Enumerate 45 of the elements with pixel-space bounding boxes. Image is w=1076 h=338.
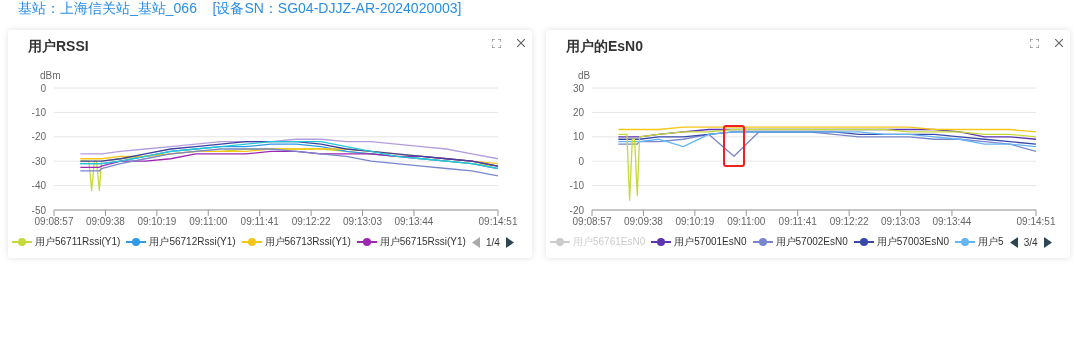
chart-title: 用户RSSI [28, 38, 89, 56]
y-tick-label: 10 [572, 131, 585, 143]
y-tick-label: 0 [578, 155, 585, 167]
chart-title: 用户的EsN0 [566, 38, 644, 56]
x-tick-label: 09:09:38 [85, 216, 126, 228]
text: 1/4 [485, 236, 500, 248]
x-tick-label: 09:14:51 [1016, 216, 1056, 228]
y-tick-label: 30 [572, 82, 585, 94]
x-tick-label: 09:13:03 [881, 216, 921, 228]
y-axis-title: dBm [40, 70, 61, 81]
legend-label: 用户57003EsN0 [875, 235, 950, 249]
x-tick-label: 09:13:44 [394, 216, 434, 228]
legend-label: 用户56712Rssi(Y1) [148, 235, 236, 249]
y-tick-label: -10 [31, 106, 47, 118]
y-tick-label: -20 [569, 204, 585, 216]
x-tick-label: 09:12:22 [829, 216, 870, 228]
legend-label: 用户56715Rssi(Y1) [378, 235, 466, 249]
x-tick-label: 09:10:19 [137, 216, 177, 228]
x-tick-label: 09:11:00 [189, 216, 228, 228]
x-tick-label: 09:11:00 [727, 216, 766, 228]
legend-label: 用户5 [977, 235, 1004, 249]
legend-label: 用户57002EsN0 [774, 235, 848, 249]
y-tick-label: -30 [31, 155, 47, 167]
y-tick-label: -40 [31, 180, 47, 192]
x-tick-label: 09:14:51 [478, 216, 518, 228]
legend-label: 用户56713Rssi(Y1) [263, 235, 351, 249]
x-tick-label: 09:08:57 [34, 216, 74, 228]
y-tick-label: -20 [31, 131, 47, 143]
legend-label: 用户57001EsN0 [673, 235, 747, 249]
text: 基站：上海信关站_基站_066 [设备SN：SG04-DJJZ-AR-2024020003] [18, 0, 462, 18]
legend-label: 用户56711Rssi(Y1) [34, 235, 121, 249]
x-tick-label: 09:11:41 [240, 216, 280, 228]
y-tick-label: 20 [572, 106, 585, 118]
y-tick-label: -50 [31, 204, 47, 216]
x-tick-label: 09:10:19 [675, 216, 715, 228]
x-tick-label: 09:12:22 [291, 216, 332, 228]
x-tick-label: 09:11:41 [778, 216, 818, 228]
x-tick-label: 09:13:44 [932, 216, 972, 228]
text: 3/4 [1023, 236, 1038, 248]
y-axis-title: dB [578, 70, 591, 81]
x-tick-label: 09:08:57 [572, 216, 612, 228]
x-tick-label: 09:09:38 [623, 216, 664, 228]
y-tick-label: -10 [569, 180, 585, 192]
y-tick-label: 0 [40, 82, 47, 94]
x-tick-label: 09:13:03 [343, 216, 383, 228]
